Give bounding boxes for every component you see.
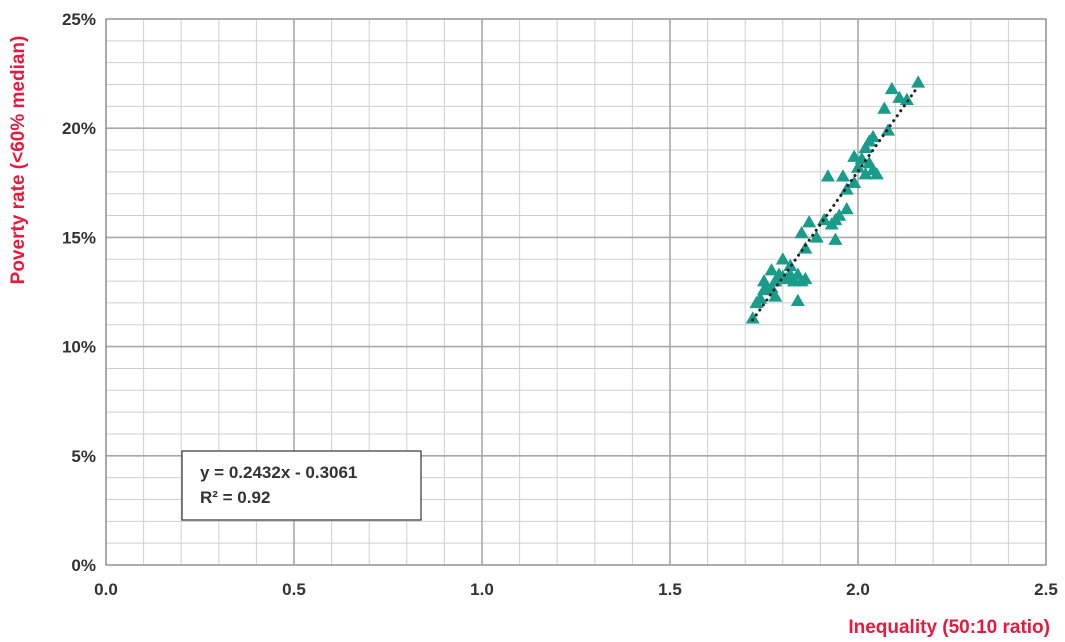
x-tick-label: 1.0 [470,580,494,599]
data-point [798,271,813,285]
x-tick-label: 2.5 [1034,580,1058,599]
y-tick-label: 5% [71,447,96,466]
x-tick-label: 0.5 [282,580,306,599]
data-point [911,75,926,88]
r-squared-label: R² = 0.92 [200,488,270,507]
data-point [775,252,790,265]
data-point [817,212,832,226]
data-point [866,129,881,143]
data-point [877,101,892,114]
trendline [751,84,920,322]
data-point [892,90,907,103]
equation-box: y = 0.2432x - 0.3061 R² = 0.92 [181,450,422,521]
data-point [757,274,771,287]
data-point [884,81,899,95]
minor-gridlines [106,19,1046,565]
x-axis-title: Inequality (50:10 ratio) [848,617,1050,638]
y-tick-label: 15% [62,228,96,247]
plot-area-frame [105,18,1047,566]
data-point [764,263,779,276]
data-point [881,123,896,136]
y-axis-title: Poverty rate (<60% median) [8,36,29,285]
data-point [847,175,862,189]
x-axis-ticks: 0.0 0.5 1.0 1.5 2.0 2.5 [94,580,1058,599]
equation-label: y = 0.2432x - 0.3061 [200,463,357,482]
y-tick-label: 20% [62,119,96,138]
data-point [790,293,805,306]
y-tick-label: 25% [62,10,96,29]
y-tick-label: 10% [62,338,96,357]
x-tick-label: 0.0 [94,580,118,599]
data-point [828,232,843,245]
data-point [753,291,768,304]
data-point [839,182,854,195]
data-point [802,215,817,228]
data-point [809,230,824,243]
data-point [820,169,835,182]
data-point [794,226,809,239]
data-point [745,311,760,324]
x-tick-label: 2.0 [846,580,870,599]
y-axis-ticks: 0% 5% 10% 15% 20% 25% [62,10,96,575]
data-point [768,274,783,287]
data-point [869,167,884,180]
data-point [847,149,862,162]
data-point [832,208,847,221]
data-points [745,75,926,324]
data-point [858,167,873,180]
data-point [899,92,914,106]
data-point [851,160,865,173]
y-tick-label: 0% [71,556,96,575]
x-tick-label: 1.5 [658,580,682,599]
data-point [768,289,783,302]
data-point [835,169,850,182]
data-point [839,202,854,215]
data-point [858,140,873,154]
